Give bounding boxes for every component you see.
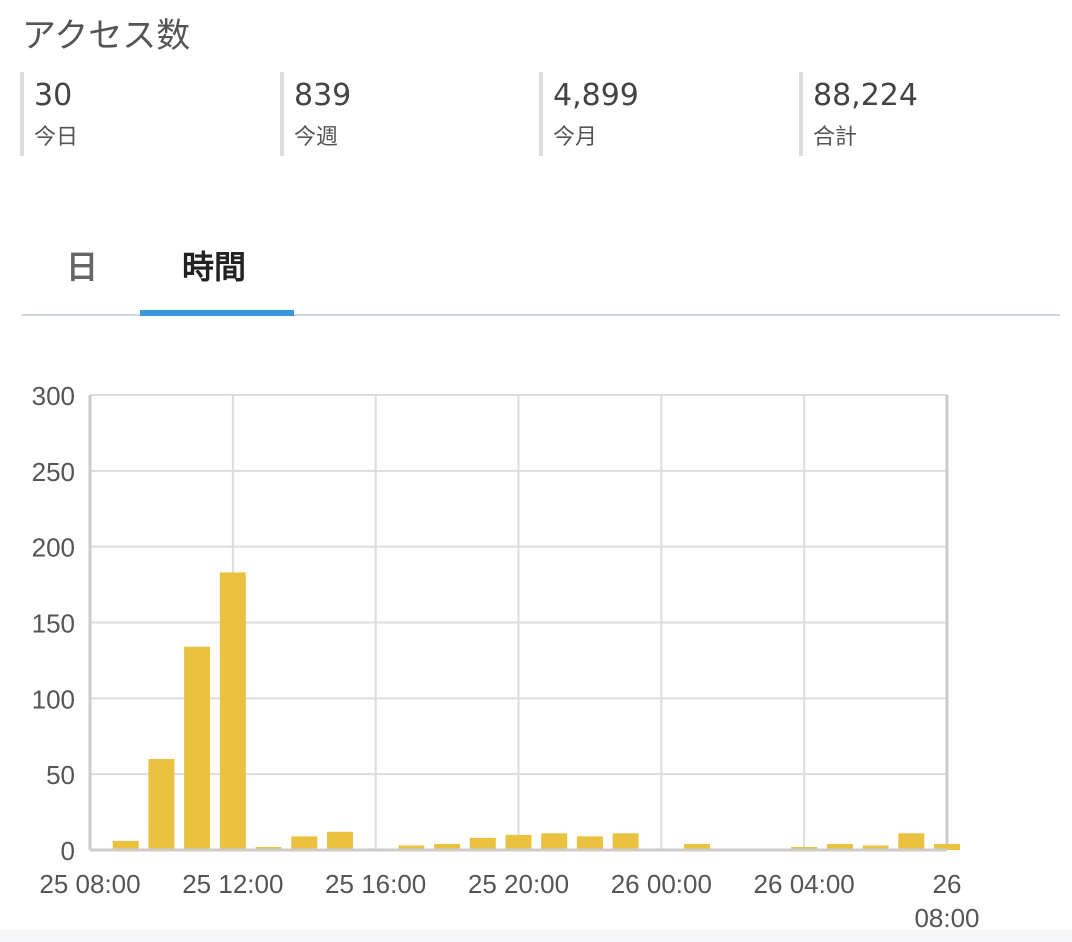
bar-25-09-00: [112, 840, 139, 850]
stat-label: 今月: [553, 125, 598, 150]
x-tick-line: 08:00: [914, 903, 979, 933]
y-tick-label: 0: [61, 836, 75, 866]
bar-26-06-00: [862, 845, 889, 850]
bar-25-22-00: [576, 836, 603, 850]
stat-week: 839 今週: [280, 72, 351, 156]
y-tick-label: 50: [46, 760, 75, 790]
x-tick-label: 25 16:00: [325, 869, 426, 899]
tab-hour[interactable]: 時間: [182, 248, 247, 286]
page-title: アクセス数: [22, 16, 191, 56]
bar-25-11-00: [184, 646, 211, 850]
y-tick-label: 100: [32, 684, 75, 714]
stat-label: 今週: [294, 125, 339, 150]
x-tick-line: 26: [933, 869, 962, 899]
bar-25-15-00: [326, 831, 353, 850]
bar-25-19-00: [469, 837, 496, 850]
stat-label: 合計: [813, 125, 858, 150]
bar-25-18-00: [434, 843, 461, 850]
bar-25-10-00: [148, 759, 175, 850]
y-tick-label: 300: [32, 381, 75, 411]
bar-25-17-00: [398, 845, 425, 850]
bar-26-07-00: [898, 833, 925, 850]
bar-25-20-00: [505, 834, 532, 850]
footer-strip: [0, 930, 1072, 942]
bar-25-21-00: [541, 833, 568, 850]
tab-bar: 日 時間: [22, 230, 1060, 316]
stat-value: 839: [294, 78, 352, 113]
x-tick-label: 26 00:00: [611, 869, 712, 899]
stat-total: 88,224 合計: [799, 72, 918, 156]
bar-26-05-00: [826, 843, 853, 850]
tab-day[interactable]: 日: [66, 248, 99, 286]
stat-today: 30 今日: [20, 72, 78, 156]
y-tick-label: 250: [32, 457, 75, 487]
y-tick-label: 200: [32, 533, 75, 563]
bar-25-23-00: [612, 833, 639, 850]
y-tick-label: 150: [32, 609, 75, 639]
bar-25-14-00: [291, 836, 318, 850]
x-tick-label: 25 12:00: [182, 869, 283, 899]
active-tab-indicator: [140, 310, 294, 316]
x-tick-label: 26 04:00: [754, 869, 855, 899]
bar-25-13-00: [255, 846, 282, 850]
x-tick-label: 25 20:00: [468, 869, 569, 899]
x-tick-label: 25 08:00: [39, 869, 140, 899]
stat-value: 88,224: [813, 78, 918, 113]
bar-26-01-00: [684, 843, 711, 850]
bar-25-12-00: [219, 572, 246, 850]
bar-26-08-00: [934, 843, 960, 850]
bar-26-04-00: [791, 846, 818, 850]
stat-month: 4,899 今月: [539, 72, 639, 156]
x-tick-label: 26 08:00: [914, 869, 979, 933]
stat-label: 今日: [34, 125, 79, 150]
stat-value: 4,899: [553, 78, 639, 113]
stat-value: 30: [34, 78, 73, 113]
